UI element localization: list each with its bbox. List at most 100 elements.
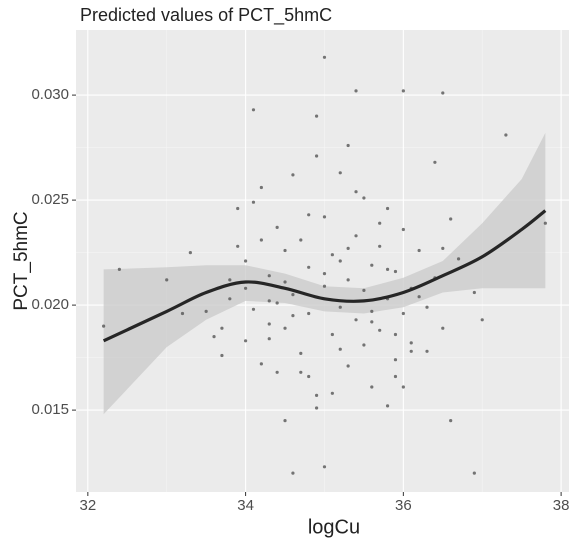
data-point — [220, 326, 224, 330]
data-point — [322, 55, 327, 59]
chart-title: Predicted values of PCT_5hmC — [80, 5, 332, 26]
data-point — [228, 297, 232, 301]
data-point — [338, 305, 342, 309]
data-point — [307, 213, 311, 217]
data-point — [354, 234, 358, 238]
data-point — [346, 364, 350, 368]
data-point — [283, 326, 287, 330]
data-point — [401, 311, 405, 316]
data-point — [433, 160, 437, 164]
data-point — [267, 337, 271, 341]
data-point — [117, 267, 121, 271]
data-point — [393, 358, 398, 362]
data-point — [259, 238, 263, 242]
data-point — [307, 374, 311, 379]
data-point — [275, 301, 279, 305]
data-point — [251, 108, 256, 112]
data-point — [102, 324, 106, 328]
data-point — [251, 307, 256, 311]
data-point — [472, 290, 476, 295]
data-point — [378, 221, 382, 225]
data-point — [228, 278, 232, 282]
data-point — [338, 259, 342, 263]
data-point — [354, 190, 358, 194]
data-point — [283, 419, 287, 423]
data-point — [417, 248, 421, 253]
data-point — [449, 217, 453, 221]
data-point — [267, 299, 271, 303]
y-tick-label: 0.030 — [31, 86, 69, 103]
y-tick-label: 0.020 — [31, 296, 69, 313]
data-point — [393, 332, 398, 337]
data-point — [275, 225, 279, 229]
data-point — [354, 89, 358, 93]
data-point — [370, 320, 374, 324]
data-point — [385, 404, 390, 408]
data-point — [401, 385, 405, 389]
data-point — [314, 406, 319, 410]
data-point — [378, 328, 382, 332]
data-point — [267, 322, 271, 326]
data-point — [409, 349, 413, 353]
data-point — [346, 278, 350, 282]
data-point — [180, 311, 185, 316]
data-point — [188, 251, 192, 255]
data-point — [362, 288, 366, 292]
data-point — [212, 335, 216, 339]
data-point — [330, 332, 334, 337]
data-point — [322, 215, 327, 219]
data-point — [236, 244, 240, 248]
data-point — [362, 343, 366, 347]
data-point — [385, 206, 390, 211]
data-point — [243, 259, 248, 263]
data-point — [204, 309, 208, 313]
data-point — [291, 314, 295, 318]
data-point — [275, 370, 279, 374]
data-point — [401, 227, 405, 232]
data-point — [322, 272, 327, 276]
data-point — [307, 311, 311, 316]
data-point — [393, 269, 398, 274]
data-point — [354, 318, 358, 322]
data-point — [283, 280, 287, 284]
data-point — [330, 253, 334, 257]
data-point — [456, 257, 461, 261]
data-point — [472, 471, 476, 475]
data-point — [251, 200, 256, 204]
data-point — [338, 347, 342, 351]
y-tick-label: 0.015 — [31, 401, 69, 418]
data-point — [417, 295, 421, 299]
data-point — [504, 133, 508, 137]
data-point — [283, 248, 287, 253]
data-point — [346, 143, 350, 148]
data-point — [441, 246, 445, 250]
data-point — [259, 185, 263, 190]
data-point — [314, 154, 319, 158]
data-point — [322, 465, 327, 469]
data-point — [291, 173, 295, 177]
data-point — [393, 374, 398, 379]
data-point — [330, 391, 334, 395]
data-point — [385, 267, 390, 271]
data-point — [314, 393, 319, 397]
data-point — [401, 89, 405, 93]
x-tick-label: 34 — [237, 497, 254, 514]
data-point — [314, 114, 319, 118]
data-point — [165, 278, 169, 282]
data-point — [346, 246, 350, 250]
x-tick-label: 36 — [395, 497, 412, 514]
data-point — [378, 244, 382, 248]
data-point — [425, 305, 429, 309]
y-tick-label: 0.025 — [31, 191, 69, 208]
data-point — [338, 171, 342, 175]
data-point — [425, 349, 429, 353]
x-tick-label: 32 — [79, 497, 96, 514]
data-point — [322, 284, 327, 288]
x-axis-label: logCu — [308, 516, 360, 538]
data-point — [441, 91, 445, 95]
x-tick-label: 38 — [553, 497, 569, 514]
data-point — [449, 419, 453, 423]
data-point — [299, 238, 303, 242]
data-point — [362, 196, 366, 200]
